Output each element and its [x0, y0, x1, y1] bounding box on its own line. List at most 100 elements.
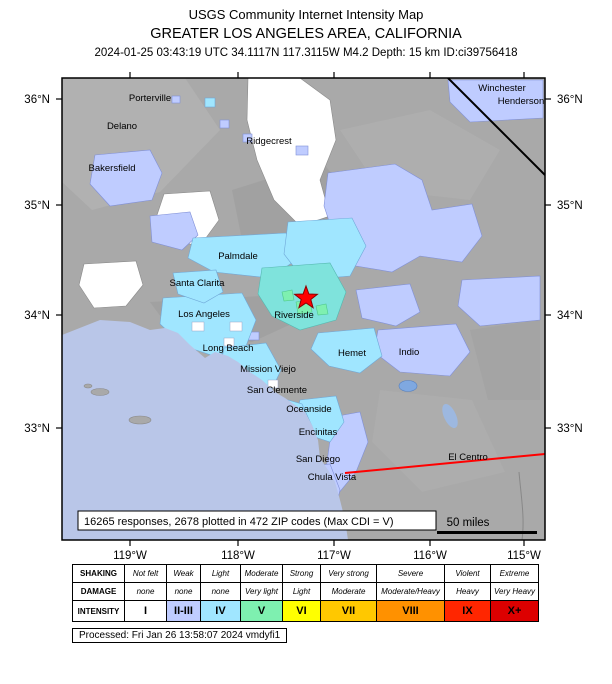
lon-label: 115°W: [507, 550, 541, 562]
damage-cell: Moderate: [320, 582, 377, 601]
lat-label-left: 36°N: [24, 94, 50, 106]
lon-label: 117°W: [317, 550, 351, 562]
city-label-santa-clarita: Santa Clarita: [170, 278, 226, 289]
legend-row-intensity: INTENSITY I II-III IV V VI VII VIII IX X…: [72, 600, 539, 622]
damage-cell: Light: [282, 582, 321, 601]
responses-note: 16265 responses, 2678 plotted in 472 ZIP…: [84, 516, 394, 528]
legend-row-shaking: SHAKING Not felt Weak Light Moderate Str…: [72, 564, 539, 583]
legend-row-header-damage: DAMAGE: [72, 582, 125, 601]
city-label-delano: Delano: [107, 121, 137, 132]
island: [83, 383, 93, 389]
salton-sea: [442, 403, 458, 429]
city-label-long-beach: Long Beach: [203, 343, 254, 354]
mixed-white-zips: [191, 321, 279, 389]
shaking-cell: Strong: [282, 564, 321, 583]
zip-region: [229, 321, 243, 332]
zip-region: [267, 379, 279, 389]
lon-label: 118°W: [221, 550, 255, 562]
zip-region: [355, 283, 421, 327]
processed-stamp: Processed: Fri Jan 26 13:58:07 2024 vmdy…: [72, 628, 288, 643]
legend-table: SHAKING Not felt Weak Light Moderate Str…: [72, 564, 539, 622]
scale-bar: [437, 531, 537, 534]
city-label-henderson: Henderson: [498, 96, 544, 107]
city-label-indio: Indio: [399, 347, 420, 358]
zip-region: [149, 211, 199, 251]
channel-islands: [83, 383, 152, 425]
map-header: USGS Community Internet Intensity Map GR…: [0, 7, 612, 61]
map-frame: [61, 77, 546, 541]
damage-cell: none: [200, 582, 241, 601]
zip-region: [457, 275, 541, 327]
zip-region: [447, 79, 544, 123]
intensity-map: Porterville Delano Bakersfield Ridgecres…: [24, 72, 583, 562]
zip-region: [89, 149, 163, 207]
city-label-mission-viejo: Mission Viejo: [240, 364, 296, 375]
intensity-cell: V: [240, 600, 283, 622]
damage-cell: Heavy: [444, 582, 491, 601]
lat-label-right: 33°N: [557, 423, 583, 435]
responses-note-box: [77, 510, 437, 531]
city-label-san-diego: San Diego: [296, 454, 340, 465]
legend-row-damage: DAMAGE none none none Very light Light M…: [72, 582, 539, 601]
page-title: USGS Community Internet Intensity Map: [188, 7, 424, 22]
city-label-ridgecrest: Ridgecrest: [246, 136, 292, 147]
city-label-encinitas: Encinitas: [299, 427, 338, 438]
zip-region: [172, 269, 224, 304]
city-label-bakersfield: Bakersfield: [89, 163, 136, 174]
zip-region: [78, 260, 144, 309]
lat-label-left: 34°N: [24, 310, 50, 322]
pacific-ocean: [62, 320, 348, 540]
island: [90, 388, 110, 396]
damage-cell: Very light: [240, 582, 283, 601]
zip-region: [310, 327, 383, 374]
epicenter-star-icon: [293, 284, 319, 309]
lat-label-left: 33°N: [24, 423, 50, 435]
intensity-cell: IV: [200, 600, 241, 622]
zip-region: [283, 217, 367, 281]
zip-region: [281, 289, 295, 302]
intensity-cell: IX: [444, 600, 491, 622]
lat-label-right: 35°N: [557, 200, 583, 212]
shaking-cell: Moderate: [240, 564, 283, 583]
island: [128, 415, 152, 425]
lat-label-left: 35°N: [24, 200, 50, 212]
lat-label-right: 36°N: [557, 94, 583, 106]
zip-region: [315, 303, 329, 316]
city-label-riverside: Riverside: [274, 310, 314, 321]
city-labels: Porterville Delano Bakersfield Ridgecres…: [89, 83, 545, 483]
lake: [398, 380, 418, 392]
region-title: GREATER LOS ANGELES AREA, CALIFORNIA: [150, 26, 462, 43]
map-content: Porterville Delano Bakersfield Ridgecres…: [62, 78, 545, 540]
axis-labels: 36°N 35°N 34°N 33°N 36°N 35°N 34°N 33°N …: [24, 94, 582, 562]
damage-cell: Very Heavy: [490, 582, 539, 601]
intensity-cell: I: [124, 600, 167, 622]
zip-region: [171, 95, 181, 104]
lat-label-right: 34°N: [557, 310, 583, 322]
intensity-cell: II-III: [166, 600, 201, 622]
city-label-san-clemente: San Clemente: [247, 385, 307, 396]
city-label-hemet: Hemet: [338, 348, 366, 359]
axis-ticks: [56, 72, 551, 546]
fault-line: [344, 453, 545, 474]
city-label-porterville: Porterville: [129, 93, 171, 104]
damage-cell: Moderate/Heavy: [376, 582, 445, 601]
shaking-cell: Violent: [444, 564, 491, 583]
lon-label: 119°W: [113, 550, 147, 562]
shaking-cell: Not felt: [124, 564, 167, 583]
intensity-cell: VI: [282, 600, 321, 622]
scale-label: 50 miles: [447, 517, 490, 529]
zip-region: [242, 133, 253, 143]
intensity-cell: VII: [320, 600, 377, 622]
intensity-cell: X+: [490, 600, 539, 622]
damage-cell: none: [124, 582, 167, 601]
damage-cell: none: [166, 582, 201, 601]
city-label-palmdale: Palmdale: [218, 251, 258, 262]
shaking-cell: Very strong: [320, 564, 377, 583]
city-label-oceanside: Oceanside: [286, 404, 331, 415]
city-label-chula-vista: Chula Vista: [308, 472, 357, 483]
zip-region: [295, 145, 309, 156]
shaking-cell: Weak: [166, 564, 201, 583]
intensity-cell: VIII: [376, 600, 445, 622]
shaking-cell: Extreme: [490, 564, 539, 583]
legend-row-header-shaking: SHAKING: [72, 564, 125, 583]
